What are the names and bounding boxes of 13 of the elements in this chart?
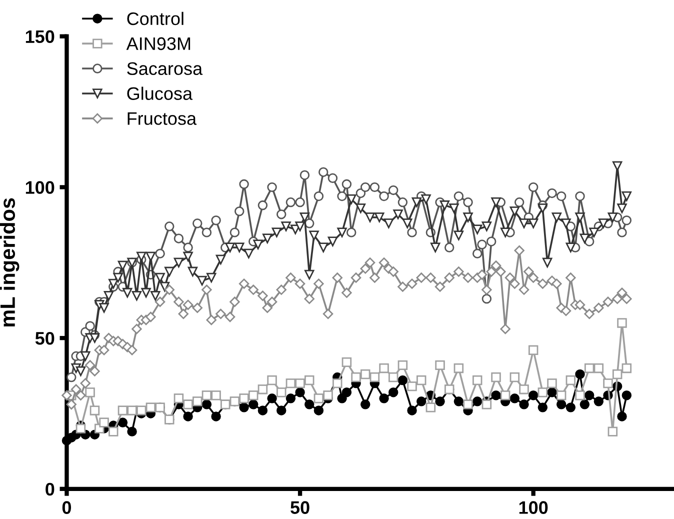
legend-label: AIN93M — [126, 37, 190, 50]
legend-label: Sacarosa — [127, 62, 203, 76]
y-axis-title: mL ingeridos — [0, 198, 20, 326]
y-tick-label: 50 — [35, 332, 54, 345]
legend-label: Control — [127, 12, 184, 26]
y-tick-label: 0 — [46, 482, 54, 496]
legend-label: Glucosa — [127, 86, 193, 100]
x-tick-label: 50 — [290, 501, 310, 514]
x-tick-label: 100 — [519, 501, 548, 514]
y-tick-label: 150 — [26, 30, 54, 44]
x-tick-label: 0 — [62, 501, 72, 514]
legend-label: Fructosa — [128, 112, 197, 125]
y-tick-label: 100 — [26, 181, 54, 194]
